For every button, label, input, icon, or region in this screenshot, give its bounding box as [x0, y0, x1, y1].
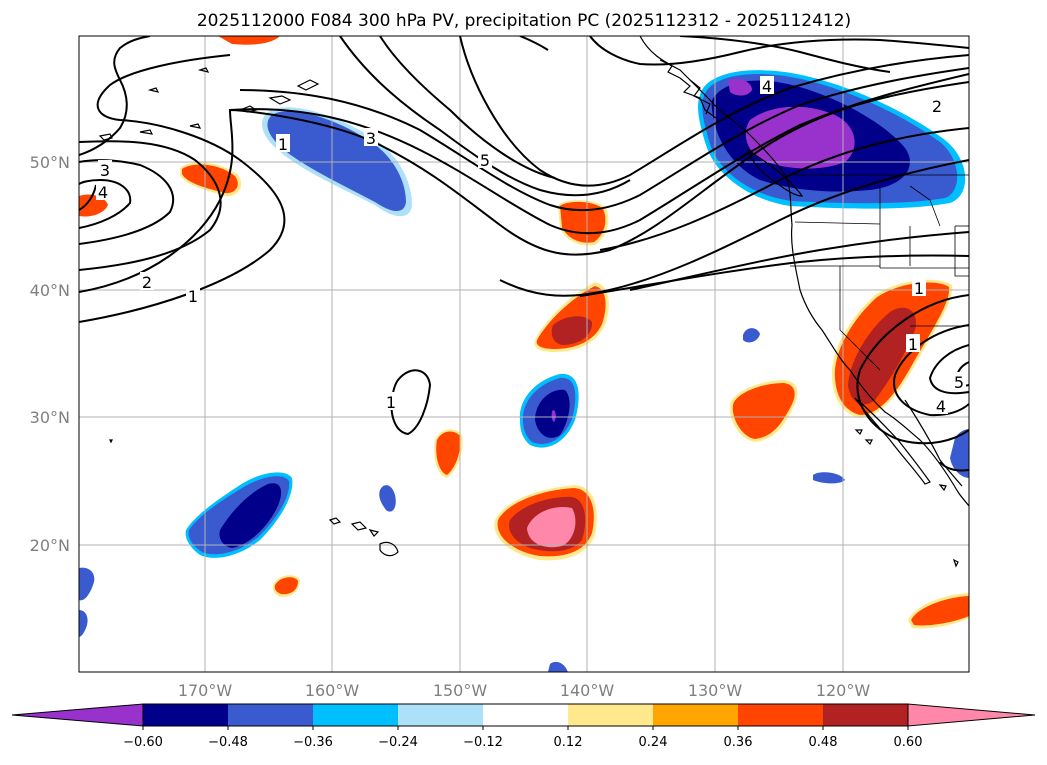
colorbar-tick-label: 0.12 — [554, 735, 583, 750]
pv-contours — [79, 36, 969, 472]
colorbar-segment — [228, 704, 313, 726]
lat-label-50n: 50°N — [30, 153, 70, 172]
contour-label: 5 — [480, 151, 490, 170]
anomaly-positive-142w-20n — [494, 485, 597, 561]
colorbar-tick-label: 0.36 — [724, 735, 753, 750]
contour-label: 3 — [100, 161, 110, 180]
contour-label: 2 — [142, 273, 152, 292]
lon-label-170w: 170°W — [178, 681, 233, 700]
colorbar-tick-label: −0.48 — [208, 735, 248, 750]
colorbar-extend-min — [11, 703, 144, 727]
lat-label-30n: 30°N — [30, 408, 70, 427]
anomaly-positive-140w-37n — [534, 282, 609, 352]
lon-label-150w: 150°W — [433, 681, 488, 700]
colorbar-frame — [142, 703, 909, 727]
anomaly-negative-167w — [185, 472, 293, 558]
colorbar-segment — [483, 704, 568, 726]
contour-label: 1 — [914, 279, 924, 298]
contour-label: 4 — [98, 183, 108, 202]
anomaly-negative-25n — [813, 472, 845, 484]
colorbar-tick-label: 0.48 — [809, 735, 838, 750]
anomaly-negative-right-edge — [950, 429, 969, 478]
colorbar-segment — [738, 704, 823, 726]
contour-label: 1 — [278, 135, 288, 154]
colorbar-extend-max — [907, 703, 1036, 727]
colorbar-segment — [143, 704, 228, 726]
colorbar: −0.60 −0.48 −0.36 −0.24 −0.12 0.12 0.24 0.36 0.4… — [11, 703, 1036, 750]
colorbar-tick-label: 0.60 — [894, 735, 923, 750]
colorbar-tick-label: 0.24 — [639, 735, 668, 750]
contour-label: 4 — [762, 77, 772, 96]
precip-anomaly-shading — [79, 36, 969, 672]
lon-labels: 170°W 160°W 150°W 140°W 130°W 120°W — [178, 681, 871, 700]
anomaly-negative-36n — [743, 328, 760, 343]
lat-labels: 50°N 40°N 30°N 20°N — [30, 153, 70, 555]
anomaly-positive-top — [218, 36, 280, 45]
anomaly-negative-bottom — [548, 661, 568, 672]
anomaly-positive-127w — [729, 380, 798, 442]
lat-label-40n: 40°N — [30, 281, 70, 300]
colorbar-segment — [823, 704, 908, 726]
anomaly-positive-bottom-right — [908, 593, 969, 629]
contour-labels: 1 2 3 4 3 1 5 2 4 1 4 5 1 1 — [96, 76, 966, 416]
anomaly-negative-edge-1 — [79, 567, 95, 601]
contour-label: 5 — [954, 373, 964, 392]
lon-label-140w: 140°W — [560, 681, 615, 700]
lat-label-20n: 20°N — [30, 536, 70, 555]
anomaly-negative-edge-2 — [79, 610, 88, 637]
colorbar-tick-label: −0.36 — [293, 735, 333, 750]
anomaly-positive-california — [831, 279, 953, 418]
contour-label: 1 — [386, 393, 396, 412]
anomaly-positive-163w — [272, 575, 300, 598]
colorbar-tick-label: −0.60 — [123, 735, 163, 750]
anomaly-positive-150w — [434, 429, 463, 478]
contour-label: 1 — [188, 287, 198, 306]
map-border — [78, 35, 970, 673]
map-title: 2025112000 F084 300 hPa PV, precipitatio… — [197, 11, 851, 31]
borders — [790, 174, 969, 371]
lon-label-160w: 160°W — [305, 681, 360, 700]
colorbar-tick-label: −0.12 — [463, 735, 503, 750]
contour-label: 4 — [936, 397, 946, 416]
colorbar-segment — [568, 704, 653, 726]
colorbar-segment — [313, 704, 398, 726]
contour-label: 1 — [908, 335, 918, 354]
colorbar-tick-label: −0.24 — [378, 735, 418, 750]
colorbar-segment — [653, 704, 738, 726]
lon-label-120w: 120°W — [816, 681, 871, 700]
colorbar-segment — [398, 704, 483, 726]
contour-label: 3 — [366, 129, 376, 148]
anomaly-negative-155w — [379, 485, 396, 512]
anomaly-negative-142w-30n — [519, 373, 579, 448]
contour-label: 2 — [932, 97, 942, 116]
lon-label-130w: 130°W — [688, 681, 743, 700]
